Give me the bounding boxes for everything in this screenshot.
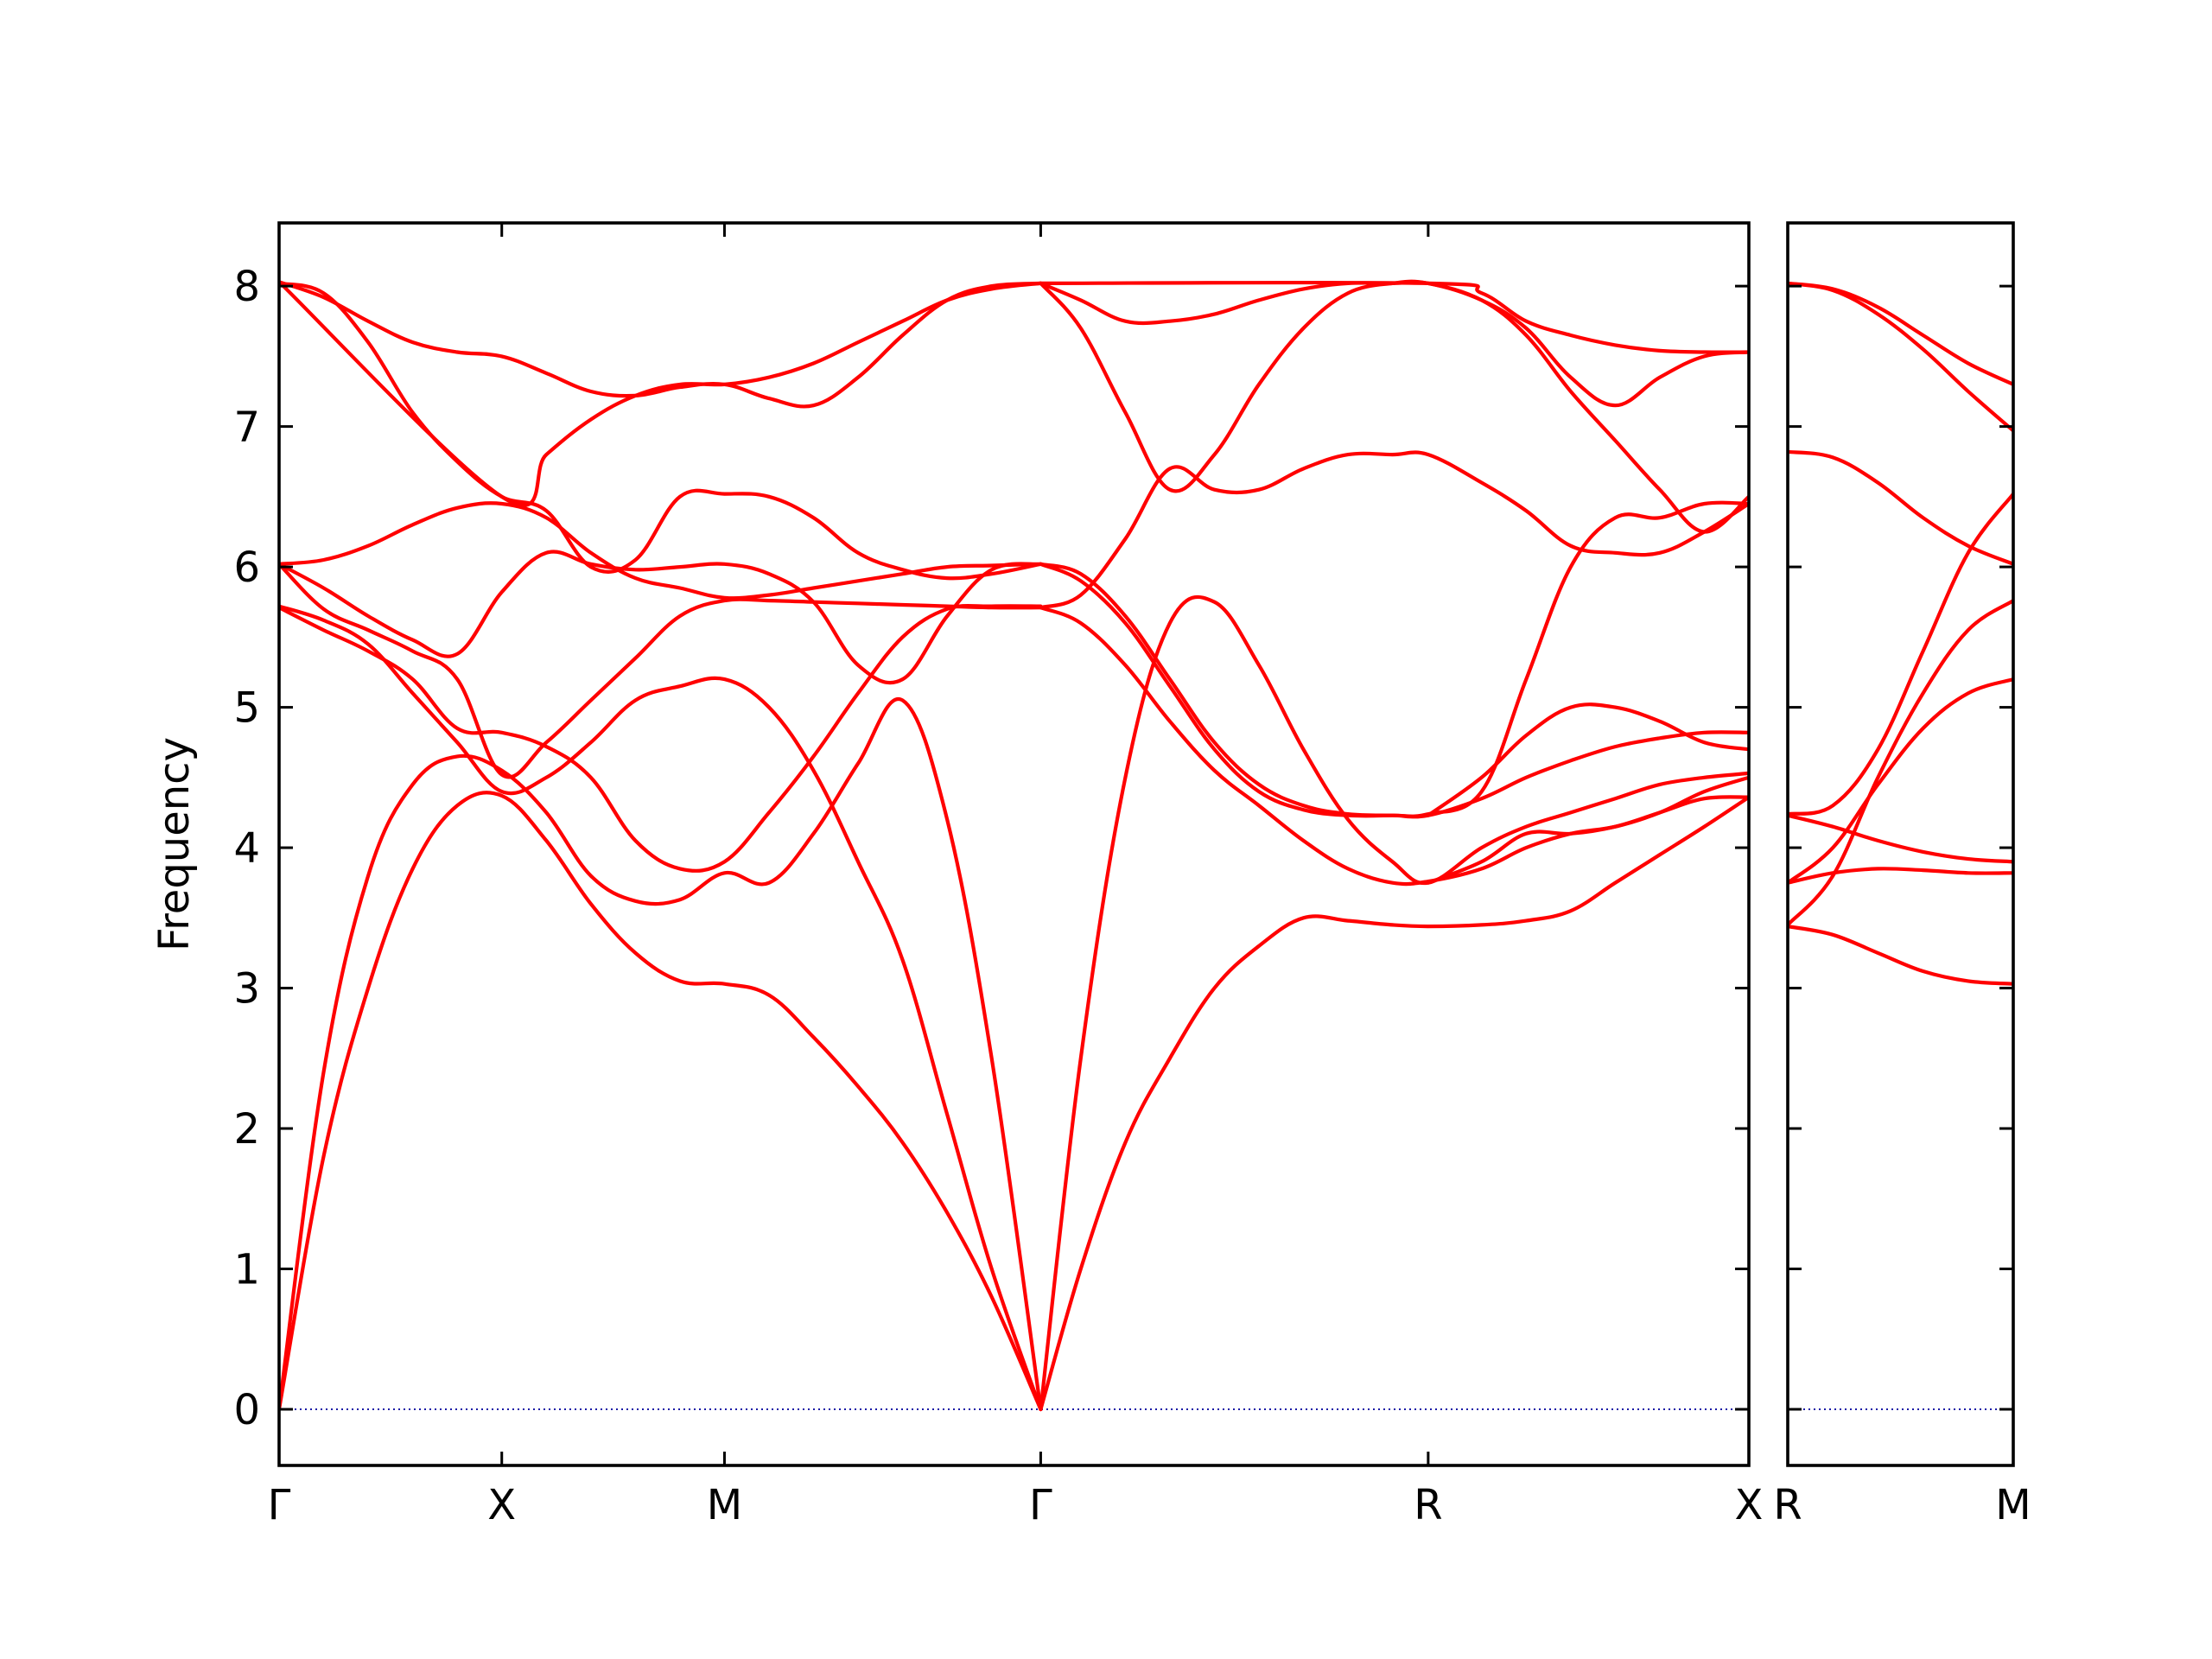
band-line-6 (279, 550, 1043, 685)
y-tick-label: 5 (233, 684, 260, 733)
band-line-1 (279, 791, 1043, 1412)
y-tick-label: 6 (233, 543, 260, 592)
band-series-group (279, 279, 1749, 1412)
band-line-9 (279, 280, 1043, 409)
band-line-17 (1039, 280, 1749, 408)
x-tick-label: M (707, 1481, 742, 1529)
band-line-19 (1039, 280, 1749, 354)
band-line-13 (1039, 606, 1749, 887)
plot-frame (277, 221, 1751, 1467)
x-tick-label: M (1995, 1481, 2031, 1529)
band-line-2 (1788, 281, 2013, 433)
band-line-3 (279, 603, 1043, 873)
band-series-group (1788, 281, 2013, 986)
band-line-4 (279, 604, 1043, 1412)
y-tick-label: 8 (233, 263, 260, 311)
y-tick-label: 0 (233, 1386, 260, 1434)
band-line-5 (279, 562, 1043, 779)
x-tick-label: Γ (268, 1481, 291, 1529)
y-tick-label: 2 (233, 1105, 260, 1154)
y-tick-label: 3 (233, 965, 260, 1014)
x-tick-label: R (1414, 1481, 1442, 1529)
band-line-12 (1039, 795, 1749, 1412)
y-tick-label: 4 (233, 824, 260, 873)
x-tick-label: X (1735, 1481, 1764, 1529)
band-line-20 (1426, 702, 1749, 817)
plot-frame (1786, 221, 2015, 1467)
band-line-15 (1039, 500, 1749, 818)
panel-main: 0 1 2 3 4 5 6 7 8 Γ X M Γ R X (233, 221, 1764, 1529)
band-line-8 (279, 281, 1043, 581)
x-tick-label: Γ (1029, 1481, 1052, 1529)
band-line-8 (1788, 867, 2013, 885)
band-line-21 (1426, 775, 1749, 885)
band-line-6 (1788, 677, 2013, 885)
band-line-10 (279, 280, 1043, 508)
band-line-18 (1039, 279, 1749, 534)
band-line-1 (1788, 281, 2013, 386)
x-tick-label: R (1773, 1481, 1802, 1529)
band-line-16 (1039, 450, 1749, 610)
band-line-5 (1788, 599, 2013, 927)
y-tick-label: 1 (233, 1246, 260, 1294)
y-axis-label: Frequency (150, 737, 199, 951)
band-line-7 (279, 501, 1043, 601)
band-line-3 (1788, 449, 2013, 566)
band-line-9 (1788, 925, 2013, 986)
band-line-4 (1788, 492, 2013, 817)
y-tick-label: 7 (233, 404, 260, 452)
band-line-7 (1788, 813, 2013, 864)
band-line-11 (1039, 594, 1749, 1412)
band-line-2 (279, 696, 1043, 1412)
x-tick-label: X (487, 1481, 516, 1529)
